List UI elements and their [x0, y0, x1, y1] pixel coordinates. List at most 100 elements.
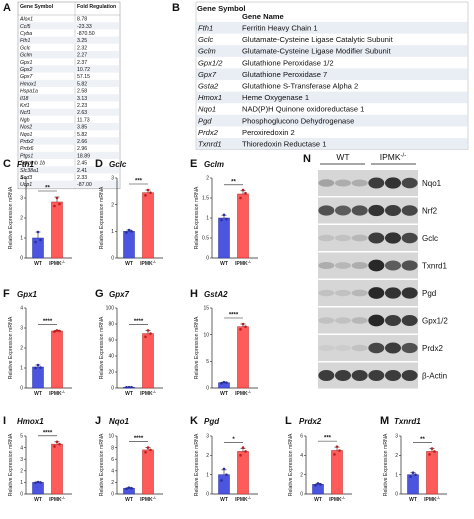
x-tick-label: WT	[34, 497, 42, 503]
table-a-value: -23.33	[77, 24, 92, 30]
bar-charts: C Fth1 0 1 2 3 4 Relative Expression mRNA WT IPMK…	[3, 158, 447, 503]
chart-m: M Txnrd1 0 1 2 3 Relative Expression mRNA WT IPM…	[380, 415, 447, 503]
wb-strip	[318, 335, 418, 361]
table-b-name: Ferritin Heavy Chain 1	[242, 24, 318, 33]
y-axis-label: Relative Expression mRNA	[8, 316, 14, 379]
x-tick-label: IPMK-/-	[49, 496, 66, 503]
wb-band	[335, 262, 351, 269]
panel-label-c: C	[3, 158, 11, 170]
chart-title: Prdx2	[299, 417, 322, 426]
bar	[51, 443, 63, 495]
chart-title: Hmox1	[17, 417, 44, 426]
table-a-value: 8.78	[77, 17, 87, 23]
x-tick-label: IPMK-/-	[49, 260, 66, 267]
wb-band	[385, 260, 401, 271]
bar	[331, 450, 343, 495]
y-tick-label: 6	[300, 434, 303, 440]
table-a: A Gene Symbol Fold Regulation Alox1 8.78 Ccl5…	[3, 1, 121, 190]
y-tick-label: 1	[395, 472, 398, 478]
bar	[142, 192, 154, 259]
wb-band	[368, 259, 385, 272]
bar	[218, 382, 230, 389]
table-a-row-bg	[18, 123, 120, 131]
data-point	[338, 449, 341, 452]
y-tick-label: 0	[206, 386, 209, 392]
wb-band	[368, 287, 385, 299]
significance-stars: ****	[43, 319, 53, 325]
data-point	[430, 447, 434, 450]
panel-label-k: K	[190, 415, 198, 427]
chart-title: Gclm	[204, 160, 224, 169]
wb-band	[351, 370, 368, 381]
data-point	[130, 230, 133, 233]
table-a-gene: Gpx1	[20, 60, 33, 66]
table-a-gene: Alox1	[19, 17, 33, 23]
wb-band	[385, 342, 401, 354]
y-tick-label: 5	[20, 434, 23, 440]
wb-band	[401, 342, 418, 354]
table-b-gene: Gpx7	[198, 70, 217, 79]
table-a-gene: Gclm	[20, 53, 33, 59]
data-point	[39, 366, 42, 369]
data-point	[149, 448, 152, 452]
data-point	[222, 213, 226, 217]
data-point	[34, 366, 37, 370]
data-point	[244, 325, 247, 328]
data-point	[149, 191, 152, 194]
wb-band	[318, 317, 335, 324]
wb-band	[335, 370, 351, 381]
table-a-value: 5.82	[77, 81, 87, 87]
data-point	[244, 191, 247, 195]
y-axis-label: Relative Expression mRNA	[8, 186, 14, 249]
table-a-row-bg	[18, 151, 120, 159]
data-point	[125, 231, 128, 234]
table-b-name: Glutathione Peroxidase 7	[242, 70, 327, 79]
bar	[123, 231, 135, 259]
wb-band	[368, 177, 385, 189]
data-point	[125, 487, 128, 491]
data-point	[39, 481, 42, 484]
chart-title: Gpx1	[17, 290, 38, 299]
table-b-name: Glutathione Peroxidase 1/2	[242, 58, 334, 67]
panel-label-d: D	[95, 158, 103, 170]
x-tick-label: IPMK-/-	[235, 496, 252, 503]
table-a-gene: Krt1	[20, 103, 30, 109]
data-point	[58, 442, 61, 446]
table-b-name: Peroxiredoxin 2	[242, 128, 295, 137]
x-tick-label: IPMK-/-	[140, 496, 157, 503]
wb-band	[335, 205, 351, 216]
table-a-gene: Gclc	[20, 45, 31, 51]
table-a-gene: Slc38a1	[20, 168, 39, 174]
wb-band	[318, 344, 335, 352]
data-point	[34, 481, 37, 485]
wb-band	[318, 234, 335, 242]
table-a-gene: Ncf1	[20, 110, 31, 116]
data-point	[241, 446, 245, 449]
table-a-value: 2.37	[77, 60, 87, 66]
data-point	[34, 240, 37, 244]
x-tick-label: IPMK-/-	[49, 390, 66, 397]
y-axis-label: Relative Expression mRNA	[194, 316, 200, 379]
table-b-name: Heme Oxygenase 1	[242, 93, 309, 102]
table-b-name: Glutamate-Cysteine Ligase Modifier Subun…	[242, 47, 391, 56]
wb-band	[318, 205, 335, 216]
table-a-value: 57.15	[77, 74, 90, 80]
data-point	[146, 446, 150, 449]
x-tick-label: WT	[220, 497, 228, 503]
table-b-row-bg	[196, 22, 468, 34]
y-tick-label: 2	[395, 453, 398, 459]
wb-strip	[318, 280, 418, 306]
wb-band	[368, 232, 385, 244]
y-tick-label: 3	[111, 176, 114, 182]
table-a-gene: Serpinb 1b	[20, 161, 45, 167]
y-tick-label: 4	[20, 176, 23, 182]
wb-band	[401, 260, 418, 271]
table-a-value: 3.25	[77, 38, 87, 44]
bar	[218, 217, 230, 259]
data-point	[144, 335, 147, 339]
panel-label-l: L	[285, 415, 292, 427]
table-a-value: 2.66	[77, 139, 87, 145]
